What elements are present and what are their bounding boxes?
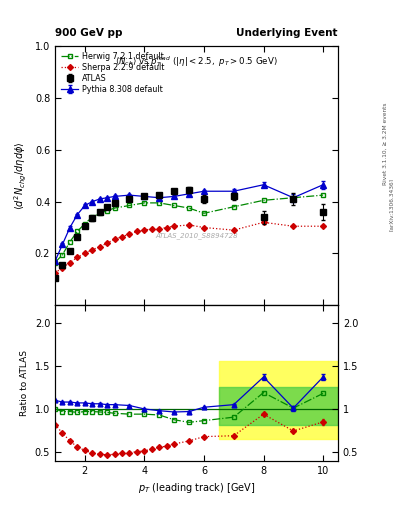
Sherpa 2.2.9 default — [321, 223, 325, 229]
Sherpa 2.2.9 default — [149, 226, 154, 232]
Sherpa 2.2.9 default — [202, 224, 206, 230]
Herwig 7.2.1 default — [112, 205, 117, 211]
Herwig 7.2.1 default — [291, 195, 296, 201]
Sherpa 2.2.9 default — [105, 240, 110, 246]
Sherpa 2.2.9 default — [68, 260, 72, 266]
Sherpa 2.2.9 default — [60, 265, 65, 271]
Sherpa 2.2.9 default — [112, 236, 117, 242]
Text: ATLAS_2010_S8894728: ATLAS_2010_S8894728 — [155, 232, 238, 239]
Sherpa 2.2.9 default — [164, 224, 169, 230]
Herwig 7.2.1 default — [97, 210, 102, 217]
Sherpa 2.2.9 default — [90, 246, 95, 252]
Text: [arXiv:1306.3436]: [arXiv:1306.3436] — [389, 178, 393, 231]
Herwig 7.2.1 default — [68, 239, 72, 245]
Herwig 7.2.1 default — [53, 260, 57, 266]
Herwig 7.2.1 default — [127, 202, 132, 208]
Sherpa 2.2.9 default — [187, 222, 191, 228]
Sherpa 2.2.9 default — [53, 270, 57, 276]
Y-axis label: $\langle d^2 N_{chg}/d\eta d\phi \rangle$: $\langle d^2 N_{chg}/d\eta d\phi \rangle… — [13, 141, 29, 210]
Herwig 7.2.1 default — [157, 200, 162, 206]
Herwig 7.2.1 default — [231, 204, 236, 210]
Herwig 7.2.1 default — [83, 221, 87, 227]
Sherpa 2.2.9 default — [231, 227, 236, 233]
Sherpa 2.2.9 default — [291, 223, 296, 229]
Line: Sherpa 2.2.9 default: Sherpa 2.2.9 default — [53, 220, 325, 275]
Sherpa 2.2.9 default — [134, 228, 139, 234]
Sherpa 2.2.9 default — [83, 250, 87, 257]
Herwig 7.2.1 default — [75, 228, 80, 234]
Text: Rivet 3.1.10, ≥ 3.2M events: Rivet 3.1.10, ≥ 3.2M events — [383, 102, 388, 185]
Herwig 7.2.1 default — [105, 207, 110, 214]
Sherpa 2.2.9 default — [172, 223, 176, 229]
X-axis label: $p_T$ (leading track) [GeV]: $p_T$ (leading track) [GeV] — [138, 481, 255, 495]
Herwig 7.2.1 default — [202, 210, 206, 217]
Herwig 7.2.1 default — [142, 200, 147, 206]
Text: 900 GeV pp: 900 GeV pp — [55, 28, 123, 38]
Sherpa 2.2.9 default — [97, 244, 102, 250]
Sherpa 2.2.9 default — [142, 227, 147, 233]
Y-axis label: Ratio to ATLAS: Ratio to ATLAS — [20, 350, 29, 416]
Herwig 7.2.1 default — [172, 202, 176, 208]
Line: Herwig 7.2.1 default: Herwig 7.2.1 default — [53, 193, 325, 265]
Sherpa 2.2.9 default — [120, 233, 125, 240]
Sherpa 2.2.9 default — [157, 226, 162, 232]
Sherpa 2.2.9 default — [75, 254, 80, 261]
Sherpa 2.2.9 default — [261, 219, 266, 225]
Herwig 7.2.1 default — [187, 205, 191, 211]
Herwig 7.2.1 default — [321, 192, 325, 198]
Sherpa 2.2.9 default — [127, 231, 132, 237]
Text: $\langle N_{ch}\rangle$ vs $p_T^{lead}$ $(|\eta| < 2.5,\ p_T > 0.5\ \mathrm{GeV}: $\langle N_{ch}\rangle$ vs $p_T^{lead}$ … — [115, 54, 278, 69]
Herwig 7.2.1 default — [261, 197, 266, 203]
Herwig 7.2.1 default — [60, 252, 65, 258]
Herwig 7.2.1 default — [90, 214, 95, 220]
Text: Underlying Event: Underlying Event — [237, 28, 338, 38]
Legend: Herwig 7.2.1 default, Sherpa 2.2.9 default, ATLAS, Pythia 8.308 default: Herwig 7.2.1 default, Sherpa 2.2.9 defau… — [59, 50, 165, 95]
